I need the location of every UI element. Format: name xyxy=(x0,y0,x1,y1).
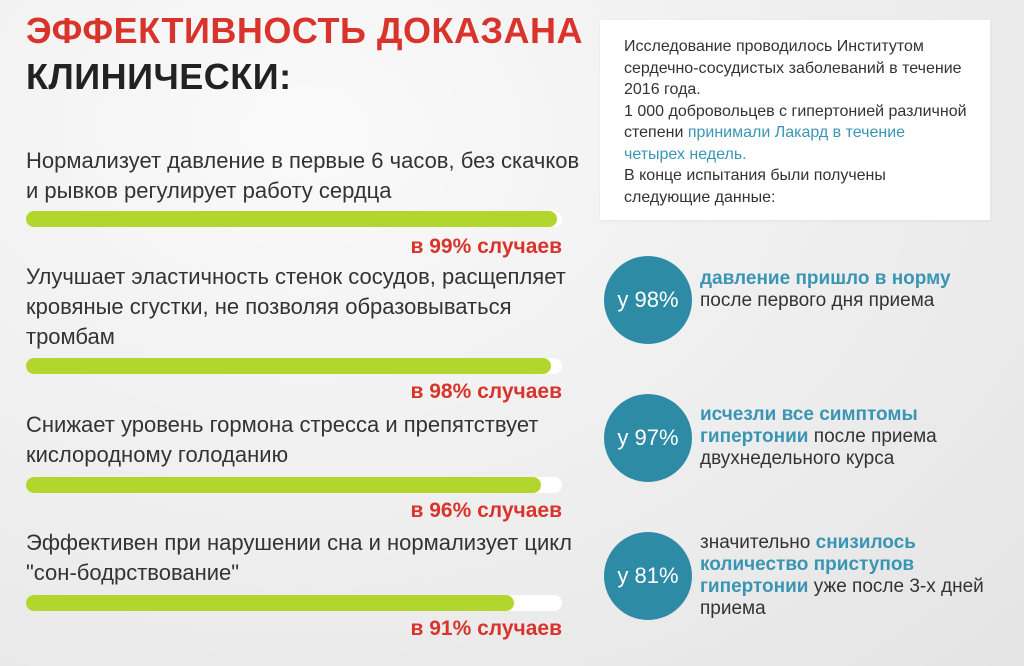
benefit-text: Эффективен при нарушении сна и нормализу… xyxy=(26,530,572,585)
benefit-item: Улучшает эластичность стенок сосудов, ра… xyxy=(26,262,586,352)
page-title-line1: ЭФФЕКТИВНОСТЬ ДОКАЗАНА xyxy=(26,10,583,51)
percent-label: в 96% случаев xyxy=(410,499,563,522)
page-title-line2: КЛИНИЧЕСКИ: xyxy=(26,56,292,97)
stat-highlight: давление пришло в норму xyxy=(700,268,951,289)
stat-post: уже после 3-х дней приема xyxy=(700,576,984,619)
stat-text: исчезли все симптомы гипертонии после пр… xyxy=(700,404,1000,470)
percent-label: в 98% случаев xyxy=(410,380,563,403)
study-highlight: принимали Лакард в течение четырех недел… xyxy=(624,124,906,163)
stat-text: значительно снизилось количество приступ… xyxy=(700,532,1000,620)
study-text-2a: 1 000 добровольцев с гипертонией различн… xyxy=(624,102,967,142)
stat-text: давление пришло в норму после первого дн… xyxy=(700,268,1000,312)
stat-circle: у 81% xyxy=(604,532,692,620)
benefit-text: Улучшает эластичность стенок сосудов, ра… xyxy=(26,264,566,349)
percent-label: в 91% случаев xyxy=(410,617,563,640)
progress-fill xyxy=(26,211,557,227)
stat-highlight: снизилось количество приступов гипертони… xyxy=(700,532,916,597)
progress-fill xyxy=(26,477,541,493)
progress-fill xyxy=(26,595,514,611)
study-info-box: Исследование проводилось Институтом серд… xyxy=(600,20,990,220)
progress-bar: в 96% случаев xyxy=(26,477,562,522)
progress-bar: в 99% случаев xyxy=(26,211,562,258)
progress-bar: в 91% случаев xyxy=(26,595,562,640)
benefit-item: Эффективен при нарушении сна и нормализу… xyxy=(26,528,586,588)
stat-post: после приема двухнедельного курса xyxy=(700,426,937,469)
stat-pre: значительно xyxy=(700,532,816,553)
stat-post: после первого дня приема xyxy=(700,290,935,311)
benefit-text: Снижает уровень гормона стресса и препят… xyxy=(26,412,539,467)
percent-label: в 99% случаев xyxy=(410,235,563,258)
progress-bar: в 98% случаев xyxy=(26,358,562,403)
stat-highlight: исчезли все симптомы гипертонии xyxy=(700,404,918,447)
study-text-1: Исследование проводилось Институтом серд… xyxy=(624,38,962,98)
study-text-3: В конце испытания были получены следующи… xyxy=(624,167,886,206)
stat-circle: у 97% xyxy=(604,394,692,482)
benefit-text: Нормализует давление в первые 6 часов, б… xyxy=(26,148,580,203)
benefit-item: Нормализует давление в первые 6 часов, б… xyxy=(26,146,586,206)
benefit-item: Снижает уровень гормона стресса и препят… xyxy=(26,410,586,470)
progress-fill xyxy=(26,358,552,374)
stat-circle: у 98% xyxy=(604,256,692,344)
study-text-2: 1 000 добровольцев с гипертонией различн… xyxy=(624,101,970,166)
